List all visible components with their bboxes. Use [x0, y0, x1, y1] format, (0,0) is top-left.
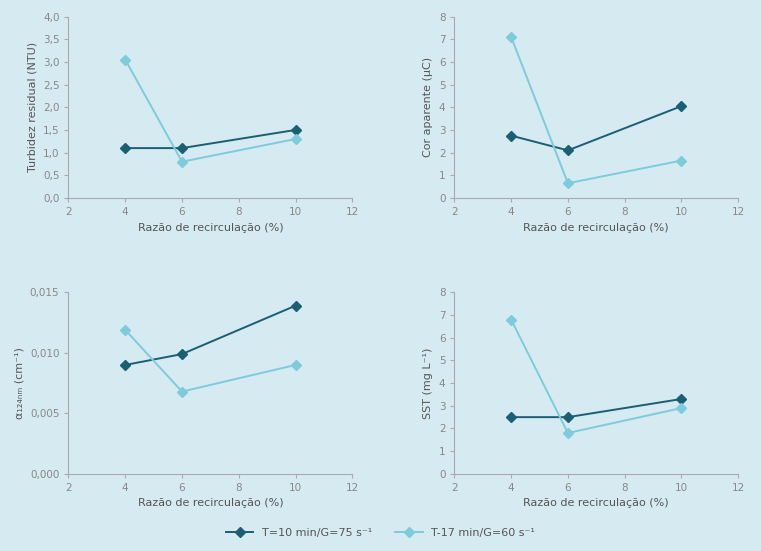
- Y-axis label: Turbidez residual (NTU): Turbidez residual (NTU): [27, 42, 37, 172]
- X-axis label: Razão de recirculação (%): Razão de recirculação (%): [524, 223, 669, 233]
- Y-axis label: α₁₂₄ₙₘ (cm⁻¹): α₁₂₄ₙₘ (cm⁻¹): [14, 347, 24, 419]
- Legend: T=10 min/G=75 s⁻¹, T-17 min/G=60 s⁻¹: T=10 min/G=75 s⁻¹, T-17 min/G=60 s⁻¹: [221, 523, 540, 543]
- Y-axis label: SST (mg L⁻¹): SST (mg L⁻¹): [423, 348, 433, 419]
- X-axis label: Razão de recirculação (%): Razão de recirculação (%): [524, 499, 669, 509]
- X-axis label: Razão de recirculação (%): Razão de recirculação (%): [138, 499, 283, 509]
- Y-axis label: Cor aparente (μC): Cor aparente (μC): [423, 57, 433, 158]
- X-axis label: Razão de recirculação (%): Razão de recirculação (%): [138, 223, 283, 233]
